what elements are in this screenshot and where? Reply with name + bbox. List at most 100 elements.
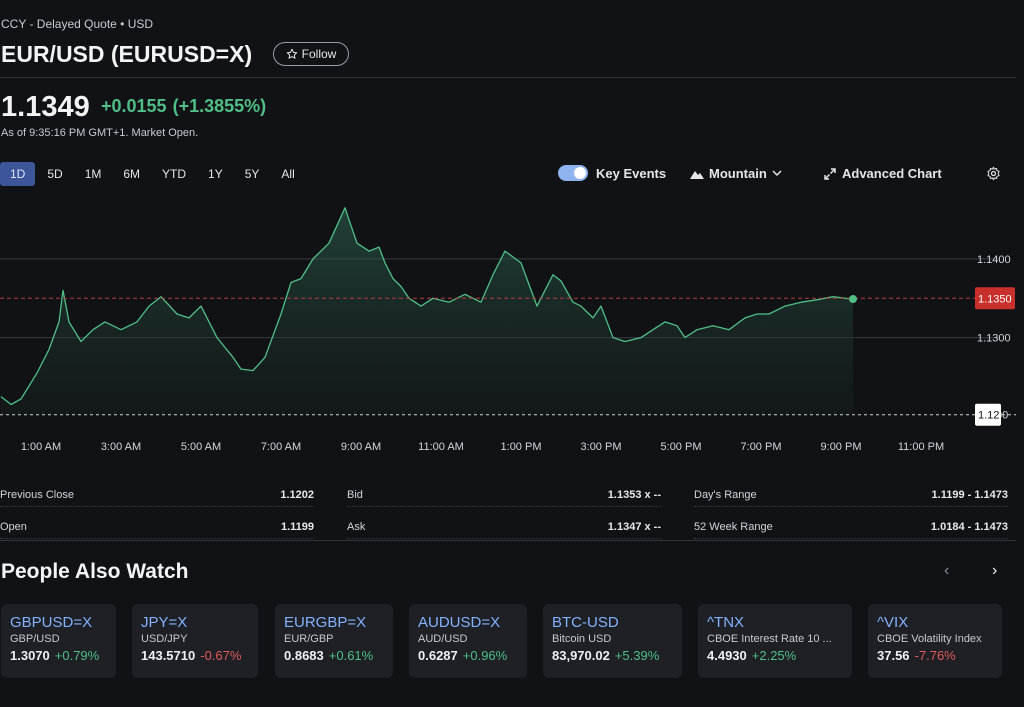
price-area-fill bbox=[1, 207, 853, 415]
x-tick-label: 5:00 AM bbox=[181, 441, 221, 453]
watch-card-name: CBOE Interest Rate 10 ... bbox=[707, 633, 832, 645]
watch-card-change: -0.67% bbox=[200, 648, 242, 663]
watch-card-jpy[interactable]: JPY=X USD/JPY 143.5710 -0.67% bbox=[132, 604, 258, 678]
advanced-chart-label: Advanced Chart bbox=[842, 166, 942, 181]
x-tick-label: 7:00 PM bbox=[741, 441, 782, 453]
range-tab-1d[interactable]: 1D bbox=[0, 162, 36, 186]
stat-value: 1.1353 x -- bbox=[607, 489, 661, 501]
range-tabs: 1D 5D 1M 6M YTD 1Y 5Y All bbox=[0, 162, 307, 186]
watch-card-symbol: ^TNX bbox=[707, 614, 745, 631]
stat-bid: Bid 1.1353 x -- bbox=[347, 484, 661, 507]
current-price: 1.1349 bbox=[1, 91, 90, 123]
x-tick-label: 7:00 AM bbox=[261, 441, 301, 453]
chevron-right-icon[interactable]: › bbox=[992, 562, 998, 579]
x-tick-label: 9:00 AM bbox=[341, 441, 381, 453]
follow-button[interactable]: Follow bbox=[273, 42, 349, 66]
x-tick-label: 5:00 PM bbox=[661, 441, 702, 453]
x-tick-label: 1:00 PM bbox=[501, 441, 542, 453]
current-price-tag bbox=[975, 287, 1015, 310]
watch-card-tnx[interactable]: ^TNX CBOE Interest Rate 10 ... 4.4930 +2.… bbox=[698, 604, 852, 678]
watch-card-btc-usd[interactable]: BTC-USD Bitcoin USD 83,970.02 +5.39% bbox=[543, 604, 682, 678]
watch-card-price: 1.3070 bbox=[10, 648, 50, 663]
watch-card-name: EUR/GBP bbox=[284, 633, 334, 645]
star-icon bbox=[286, 48, 297, 59]
watch-card-name: AUD/USD bbox=[418, 633, 468, 645]
key-events-label: Key Events bbox=[596, 165, 667, 181]
x-tick-label: 11:00 AM bbox=[418, 441, 464, 453]
chevron-left-icon[interactable]: ‹ bbox=[944, 562, 950, 579]
expand-icon bbox=[824, 167, 836, 180]
watch-card-price: 83,970.02 bbox=[552, 648, 610, 663]
stat-label: Open bbox=[0, 521, 27, 533]
x-tick-label: 1:00 AM bbox=[21, 441, 61, 453]
advanced-chart-button[interactable]: Advanced Chart bbox=[824, 166, 942, 181]
range-tab-1y[interactable]: 1Y bbox=[208, 167, 223, 181]
previous-close-tag-label: 1.12 bbox=[978, 410, 999, 422]
range-tab-all[interactable]: All bbox=[281, 167, 295, 181]
x-tick-label: 9:00 PM bbox=[821, 441, 862, 453]
watch-card-symbol: ^VIX bbox=[877, 614, 909, 631]
chevron-down-icon bbox=[772, 170, 782, 177]
watch-card-name: Bitcoin USD bbox=[552, 633, 612, 645]
watch-card-name: USD/JPY bbox=[141, 633, 188, 645]
watch-card-eurgbp[interactable]: EURGBP=X EUR/GBP 0.8683 +0.61% bbox=[275, 604, 393, 678]
stat-open: Open 1.1199 bbox=[0, 516, 314, 539]
key-events-control: Key Events bbox=[558, 165, 666, 181]
stat-label: Bid bbox=[347, 489, 363, 501]
stat-label: Ask bbox=[347, 521, 366, 533]
price-change-percent: (+1.3855%) bbox=[172, 96, 267, 116]
stat-value: 1.1347 x -- bbox=[607, 521, 661, 533]
x-tick-label: 3:00 AM bbox=[101, 441, 141, 453]
stat-value: 1.1199 bbox=[280, 521, 314, 533]
mountain-icon bbox=[690, 170, 704, 179]
watch-card-price: 0.6287 bbox=[418, 648, 458, 663]
watch-card-symbol: AUDUSD=X bbox=[418, 614, 501, 631]
range-tab-ytd[interactable]: YTD bbox=[162, 167, 187, 181]
gear-icon[interactable] bbox=[986, 166, 1001, 181]
price-chart[interactable]: 1.1400 1.1300 1.1350 00 1.12 1:00 AM 3:00… bbox=[0, 196, 1024, 466]
stat-label: 52 Week Range bbox=[694, 521, 773, 533]
chart-style-dropdown[interactable]: Mountain bbox=[690, 166, 782, 181]
y-tick-label: 1.1300 bbox=[977, 333, 1011, 345]
stat-label: Day's Range bbox=[694, 489, 757, 501]
watch-card-change: -7.76% bbox=[914, 648, 956, 663]
watch-card-symbol: BTC-USD bbox=[552, 614, 619, 631]
stat-previous-close: Previous Close 1.1202 bbox=[0, 484, 314, 507]
chart-style-label: Mountain bbox=[709, 166, 767, 181]
previous-close-tag bbox=[975, 403, 1001, 426]
price-change: +0.0155 (+1.3855%) bbox=[101, 96, 272, 117]
watch-card-change: +0.96% bbox=[462, 648, 508, 663]
watch-card-audusd[interactable]: AUDUSD=X AUD/USD 0.6287 +0.96% bbox=[409, 604, 527, 678]
stat-label: Previous Close bbox=[0, 489, 74, 501]
watch-card-vix[interactable]: ^VIX CBOE Volatility Index 37.56 -7.76% bbox=[868, 604, 1002, 678]
watch-card-change: +0.79% bbox=[54, 648, 100, 663]
page-title: EUR/USD (EURUSD=X) bbox=[1, 41, 253, 67]
price-line bbox=[0, 207, 854, 406]
y-tick-label: 1.1400 bbox=[977, 254, 1011, 266]
range-tab-1m[interactable]: 1M bbox=[84, 167, 102, 181]
watch-card-price: 4.4930 bbox=[707, 648, 747, 663]
watch-card-price: 37.56 bbox=[877, 648, 910, 663]
stat-value: 1.0184 - 1.1473 bbox=[930, 521, 1008, 533]
watch-card-symbol: JPY=X bbox=[141, 614, 188, 631]
stat-value: 1.1199 - 1.1473 bbox=[931, 489, 1008, 501]
watch-card-gbpusd[interactable]: GBPUSD=X GBP/USD 1.3070 +0.79% bbox=[1, 604, 116, 678]
quote-timestamp: As of 9:35:16 PM GMT+1. Market Open. bbox=[1, 127, 199, 139]
key-events-toggle[interactable] bbox=[558, 165, 588, 181]
watch-card-symbol: GBPUSD=X bbox=[10, 614, 93, 631]
watch-card-name: GBP/USD bbox=[10, 633, 60, 645]
range-tab-5y[interactable]: 5Y bbox=[244, 167, 260, 181]
quote-breadcrumb: CCY - Delayed Quote • USD bbox=[1, 17, 154, 31]
watch-card-change: +5.39% bbox=[614, 648, 660, 663]
range-tab-5d[interactable]: 5D bbox=[47, 167, 63, 181]
current-price-tag-label: 1.1350 bbox=[978, 293, 1012, 305]
stat-value: 1.1202 bbox=[280, 489, 314, 501]
stat-days-range: Day's Range 1.1199 - 1.1473 bbox=[694, 484, 1008, 507]
range-tab-6m[interactable]: 6M bbox=[123, 167, 141, 181]
latest-price-dot bbox=[849, 295, 857, 304]
watch-card-change: +2.25% bbox=[751, 648, 797, 663]
x-axis-labels: 1:00 AM 3:00 AM 5:00 AM 7:00 AM 9:00 AM 11:00… bbox=[21, 441, 944, 453]
watch-card-price: 0.8683 bbox=[284, 648, 324, 663]
section-divider bbox=[0, 540, 1016, 541]
price-change-value: +0.0155 bbox=[101, 96, 167, 116]
